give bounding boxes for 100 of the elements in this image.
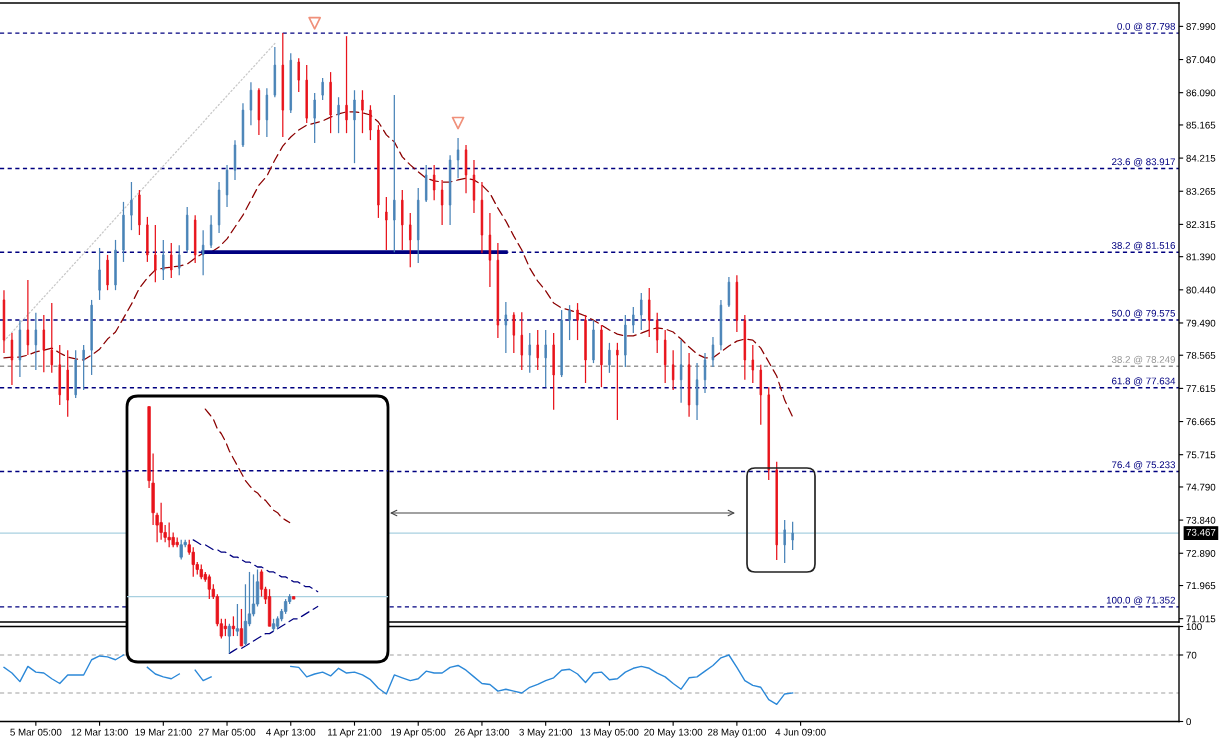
x-tick-label: 13 May 05:00	[580, 728, 639, 738]
candlestick	[369, 104, 372, 141]
y-tick-label: 0	[1186, 718, 1191, 726]
candlestick	[608, 342, 611, 374]
candlestick	[170, 242, 173, 279]
y-tick-label: 87.040	[1186, 56, 1216, 64]
candlestick	[235, 603, 240, 637]
candlestick	[259, 568, 264, 598]
ref-line-label: 76.4 @ 75.233	[1112, 461, 1176, 470]
y-tick-label: 72.890	[1186, 549, 1216, 557]
y-tick-label: 84.215	[1186, 154, 1216, 162]
candlestick	[167, 521, 171, 548]
candlestick	[209, 214, 213, 249]
x-tick-label: 4 Apr 13:00	[266, 728, 316, 738]
candlestick	[393, 94, 396, 253]
candlestick	[207, 573, 211, 600]
candlestick	[130, 181, 133, 231]
candlestick	[179, 539, 183, 561]
candlestick	[456, 137, 460, 179]
ref-line-label: 50.0 @ 79.575	[1111, 309, 1176, 318]
y-tick-label: 80.440	[1186, 286, 1216, 294]
candlestick	[568, 304, 571, 341]
x-tick-label: 19 Apr 05:00	[391, 728, 446, 738]
candlestick	[584, 314, 587, 384]
candlestick	[791, 521, 794, 551]
y-tick-label: 100	[1186, 623, 1202, 631]
x-tick-label: 27 Mar 05:00	[198, 728, 256, 736]
ref-line-label: 0.0 @ 87.798	[1117, 22, 1176, 32]
y-tick-label: 78.565	[1186, 351, 1216, 359]
candlestick	[114, 239, 117, 291]
candlestick	[656, 312, 659, 354]
x-tick-label: 19 Mar 21:00	[135, 728, 192, 736]
candlestick	[616, 342, 619, 421]
candlestick	[243, 583, 248, 647]
y-tick-label: 79.490	[1186, 319, 1216, 327]
candlestick	[50, 302, 53, 374]
candlestick	[106, 254, 109, 291]
candlestick	[329, 71, 332, 134]
ref-line-label: 23.6 @ 83.917	[1112, 158, 1175, 167]
candlestick	[727, 276, 731, 308]
ref-line-label: 100.0 @ 71.352	[1106, 596, 1175, 605]
y-tick-label: 82.315	[1186, 221, 1216, 229]
x-tick-label: 12 Mar 13:00	[71, 728, 128, 736]
candlestick	[520, 311, 523, 371]
y-tick-label: 70	[1186, 651, 1197, 659]
ref-line-label: 73.467	[1186, 528, 1216, 536]
y-tick-label: 76.665	[1186, 418, 1216, 426]
candlestick	[361, 89, 364, 134]
candlestick	[239, 608, 244, 647]
candlestick	[313, 92, 316, 144]
y-tick-label: 85.165	[1186, 121, 1216, 129]
candlestick	[178, 244, 181, 276]
line-series	[3, 42, 276, 342]
y-tick-label: 77.615	[1186, 385, 1216, 393]
x-tick-label: 5 Mar 05:00	[10, 728, 62, 736]
candlestick	[528, 332, 531, 374]
candlestick	[297, 57, 300, 93]
candlestick	[201, 229, 205, 276]
candlestick	[42, 314, 46, 373]
candlestick	[671, 349, 675, 391]
candlestick	[345, 35, 348, 134]
candlestick	[159, 502, 163, 541]
candlestick	[353, 89, 356, 164]
y-tick-label: 74.790	[1186, 483, 1216, 491]
candlestick	[162, 239, 165, 281]
candlestick	[321, 77, 324, 101]
y-tick-label: 75.715	[1186, 451, 1216, 459]
candlestick	[34, 312, 38, 371]
x-tick-label: 26 Apr 13:00	[454, 728, 510, 738]
x-tick-label: 3 May 21:00	[519, 728, 573, 738]
candlestick	[504, 301, 508, 354]
candlestick	[122, 201, 125, 263]
candlestick	[432, 164, 436, 201]
candlestick	[440, 179, 444, 226]
y-tick-label: 81.390	[1186, 253, 1216, 261]
x-tick-label: 28 May 01:00	[707, 728, 766, 738]
candlestick	[82, 344, 85, 391]
ref-line-label: 38.2 @ 81.516	[1111, 241, 1176, 251]
candlestick	[385, 196, 388, 251]
candlestick	[337, 96, 340, 134]
candlestick	[679, 339, 683, 404]
y-tick-label: 86.090	[1186, 89, 1216, 97]
candlestick	[154, 224, 157, 283]
candlestick	[377, 124, 380, 219]
candlestick	[249, 81, 253, 126]
candlestick	[648, 287, 651, 338]
candlestick	[231, 615, 236, 637]
candlestick	[576, 302, 579, 341]
candlestick	[640, 292, 643, 331]
x-tick-label: 4 Jun 09:00	[775, 728, 826, 736]
x-tick-label: 20 May 13:00	[644, 728, 703, 738]
y-tick-label: 87.990	[1186, 23, 1216, 30]
candlestick	[751, 344, 755, 384]
y-tick-label: 71.015	[1186, 615, 1216, 623]
y-tick-label: 73.840	[1186, 516, 1216, 524]
candlestick	[632, 306, 635, 334]
candlestick	[26, 279, 30, 356]
y-tick-label: 71.965	[1186, 582, 1216, 590]
x-tick-label: 11 Apr 21:00	[328, 728, 382, 738]
y-tick-label: 83.265	[1186, 187, 1216, 195]
